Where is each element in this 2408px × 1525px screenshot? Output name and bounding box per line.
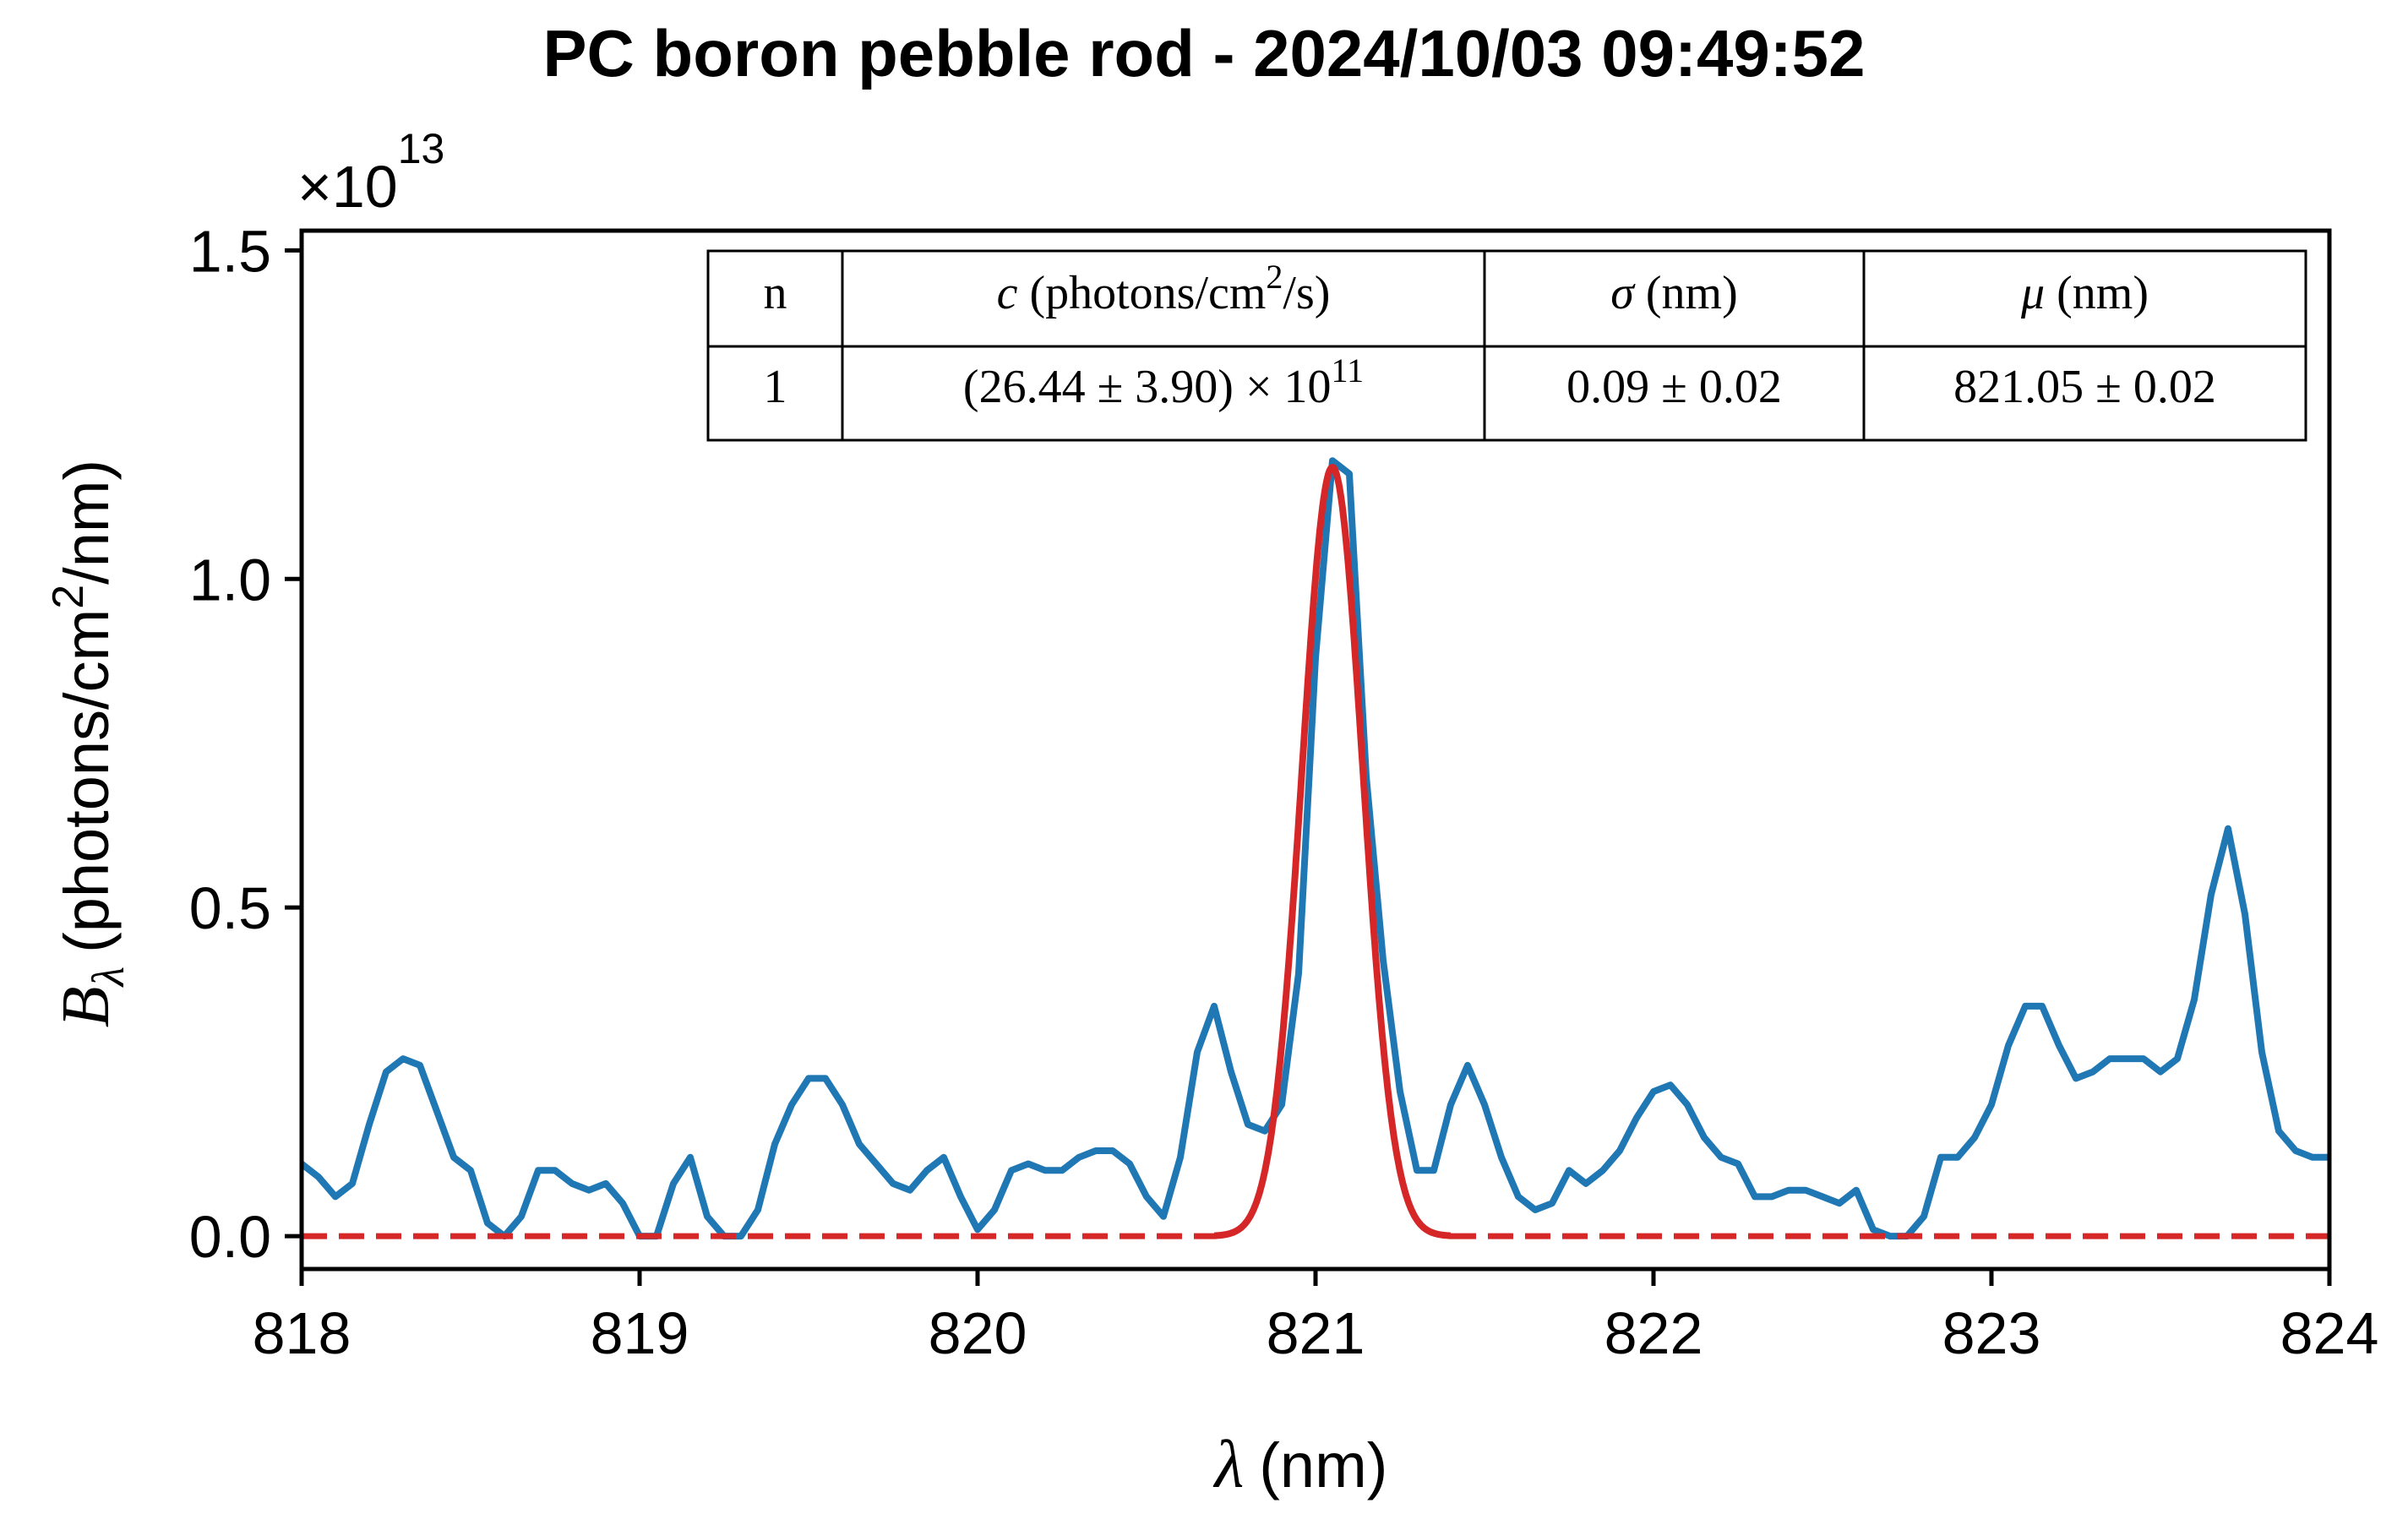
y-offset-label: ×1013: [297, 125, 444, 220]
fit-table: n c (photons/cm2/s) σ (nm) μ (nm) 1 (26.44 ± …: [706, 249, 2307, 442]
fit-table-cell: (26.44 ± 3.90) × 1011: [963, 351, 1364, 413]
y-tick-label: 1.0: [189, 547, 271, 613]
x-tick-label: 821: [1267, 1300, 1365, 1366]
fit-table-cell: 1: [764, 361, 787, 413]
chart-title: PC boron pebble rod - 2024/10/03 09:49:5…: [543, 16, 1866, 90]
y-axis-label: Bλ(photons/cm2/nm): [44, 460, 133, 1027]
x-tick-label: 820: [929, 1300, 1027, 1366]
y-tick-label: 0.0: [189, 1204, 271, 1270]
y-tick-label: 0.5: [189, 875, 271, 941]
series-line-gaussian-fit: [1212, 464, 1453, 1239]
fit-table-header: μ (nm): [2020, 267, 2149, 319]
fit-table-header: n: [764, 267, 787, 319]
x-tick-label: 824: [2280, 1300, 2379, 1366]
tick-marks: 818 819 820 821 822 823 824 0.0 0.5 1.0 1.5: [189, 218, 2379, 1366]
x-tick-label: 818: [253, 1300, 351, 1366]
x-tick-label: 822: [1604, 1300, 1703, 1366]
x-tick-label: 819: [591, 1300, 689, 1366]
fit-table-header: σ (nm): [1610, 267, 1737, 319]
fit-table-header: c (photons/cm2/s): [997, 258, 1331, 319]
fit-table-cell: 0.09 ± 0.02: [1566, 361, 1782, 413]
x-tick-label: 823: [1942, 1300, 2041, 1366]
plot-area: [302, 457, 2329, 1240]
x-axis-label: λ (nm): [1213, 1428, 1388, 1502]
fit-table-cell: 821.05 ± 0.02: [1953, 361, 2216, 413]
y-tick-label: 1.5: [189, 218, 271, 284]
